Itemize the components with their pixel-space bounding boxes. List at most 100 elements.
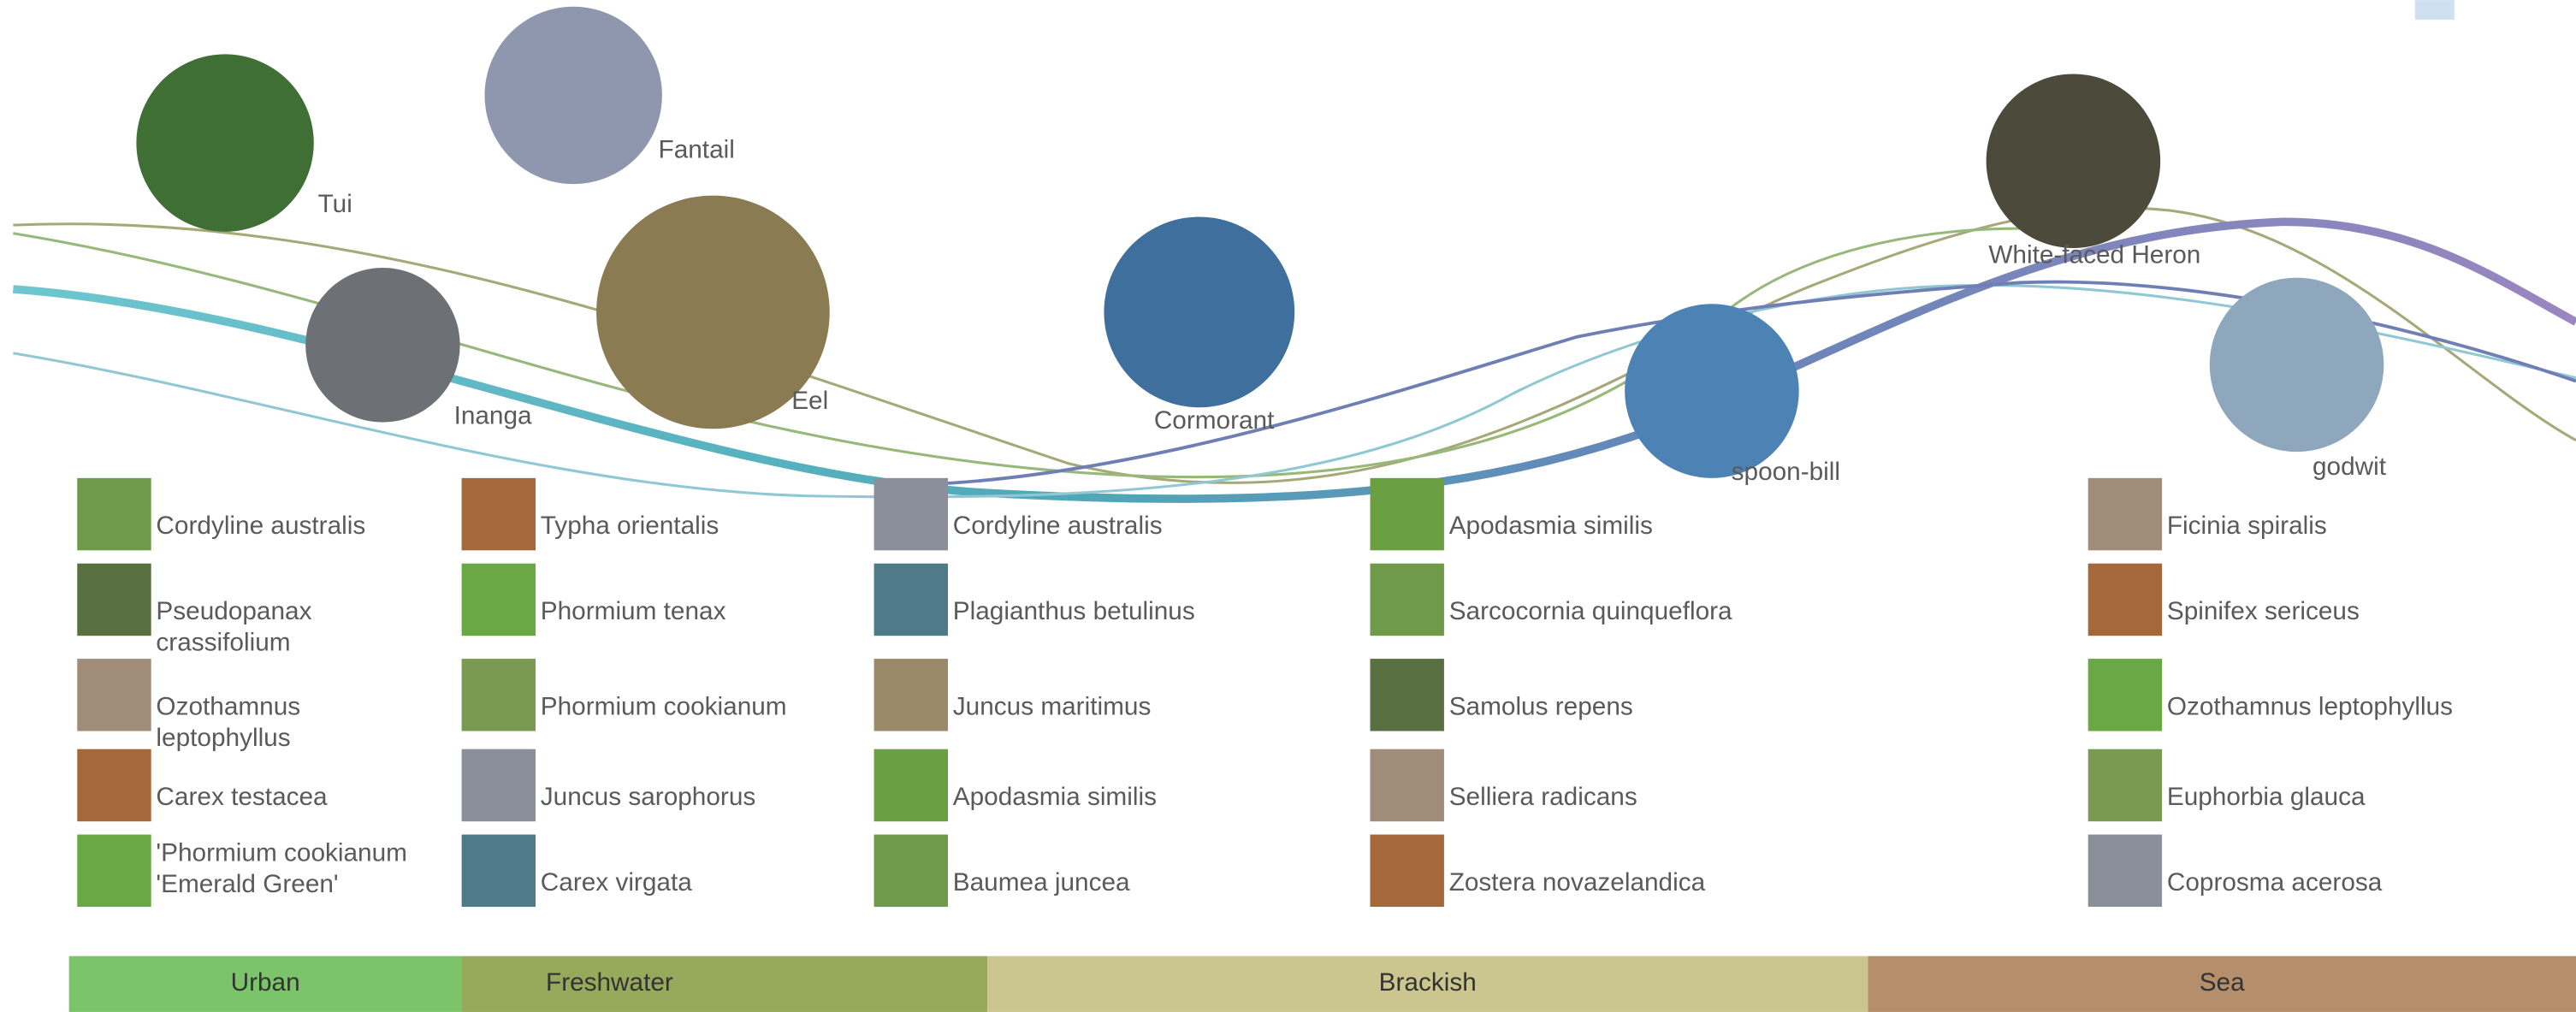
plant-label-box: Zostera novazelandica — [1449, 867, 1778, 939]
plant-label: Selliera radicans — [1449, 782, 1778, 813]
animal-label: godwit — [2312, 453, 2387, 481]
plant-label-box: Phormium cookianum — [541, 691, 869, 763]
plant-label-box: Coprosma acerosa — [2167, 867, 2496, 939]
animal-photo — [136, 54, 313, 231]
animals: Tui Fantail Inanga Eel Cormorant spoon-bill Wh… — [136, 7, 2386, 486]
plant-label-box: Euphorbia glauca — [2167, 782, 2496, 854]
plant-label-box: Typha orientalis — [541, 511, 869, 583]
plant-label-box: Spinifex sericeus — [2167, 596, 2496, 668]
zone-label: Sea — [2200, 968, 2245, 997]
corner-icon — [2415, 0, 2455, 20]
plant-photo — [1371, 478, 1444, 550]
plant-label: Typha orientalis — [541, 511, 869, 542]
animal-label: Fantail — [659, 135, 735, 163]
plant-label: Carex testacea — [156, 782, 418, 813]
plant-label-box: Cordyline australis — [953, 511, 1282, 583]
animal-photo — [305, 268, 460, 423]
plant-photo — [77, 478, 151, 550]
plant-label: Ozothamnus leptophyllus — [156, 691, 418, 754]
animal-photo — [1987, 74, 2161, 248]
plant-label: Pseudopanax crassifolium — [156, 596, 418, 659]
plant-label: Zostera novazelandica — [1449, 867, 1778, 898]
plant-label: Cordyline australis — [156, 511, 418, 542]
plant-label: Baumea juncea — [953, 867, 1282, 898]
plant-label-box: Sarcocornia quinqueflora — [1449, 596, 1778, 668]
animal-photo — [1104, 217, 1294, 408]
plant-photo — [1371, 835, 1444, 907]
plant-photo — [874, 835, 948, 907]
plant-label: Ozothamnus leptophyllus — [2167, 691, 2496, 722]
plant-photo — [874, 564, 948, 636]
plant-photo — [462, 564, 536, 636]
plants: Cordyline australis Pseudopanax crassifol… — [77, 478, 2496, 940]
plant-photo — [1371, 749, 1444, 821]
plant-label-box: Apodasmia similis — [953, 782, 1282, 854]
plant-label-box: Ozothamnus leptophyllus — [156, 691, 484, 763]
plant-photo — [874, 749, 948, 821]
plant-label-box: Samolus repens — [1449, 691, 1778, 763]
plant-label: Sarcocornia quinqueflora — [1449, 596, 1778, 627]
plant-photo — [2088, 749, 2162, 821]
plant-label: Cordyline australis — [953, 511, 1282, 542]
plant-label-box: Pseudopanax crassifolium — [156, 596, 484, 668]
plant-photo — [1371, 659, 1444, 731]
plant-label: Plagianthus betulinus — [953, 596, 1282, 627]
plant-photo — [77, 749, 151, 821]
animal-photo — [484, 7, 661, 184]
plant-label-box: Selliera radicans — [1449, 782, 1778, 854]
plant-label-box: Carex virgata — [541, 867, 869, 939]
zone-label: Brackish — [1379, 968, 1477, 997]
plant-photo — [2088, 564, 2162, 636]
plant-label-box: Juncus maritimus — [953, 691, 1282, 763]
zone-band — [462, 956, 987, 1012]
plant-photo — [462, 835, 536, 907]
animal-label: spoon-bill — [1732, 458, 1840, 486]
plant-photo — [462, 478, 536, 550]
zone-label: Urban — [231, 968, 300, 997]
zone-label: Freshwater — [546, 968, 673, 997]
plant-label: Samolus repens — [1449, 691, 1778, 722]
plant-label: Phormium tenax — [541, 596, 869, 627]
plant-photo — [2088, 478, 2162, 550]
plant-label: Phormium cookianum — [541, 691, 869, 722]
page: Tui Fantail Inanga Eel Cormorant spoon-bill Wh… — [0, 0, 2576, 1012]
plant-label: Juncus sarophorus — [541, 782, 869, 813]
plant-photo — [874, 659, 948, 731]
plant-photo — [77, 659, 151, 731]
plant-label-box: Cordyline australis — [156, 511, 484, 583]
animal-label: Cormorant — [1154, 406, 1275, 435]
plant-label: Juncus maritimus — [953, 691, 1282, 722]
plant-photo — [77, 564, 151, 636]
animal-label: Tui — [318, 190, 352, 218]
animal-label: White-faced Heron — [1988, 240, 2200, 269]
plant-photo — [462, 749, 536, 821]
plant-label-box: Baumea juncea — [953, 867, 1282, 939]
plant-label: Apodasmia similis — [1449, 511, 1778, 542]
plant-label: Spinifex sericeus — [2167, 596, 2496, 627]
plant-photo — [874, 478, 948, 550]
plant-label-box: Ficinia spiralis — [2167, 511, 2496, 583]
zones: Urban Freshwater Brackish Sea — [69, 956, 2576, 1012]
animal-label: Eel — [791, 387, 828, 415]
plant-label-box: Apodasmia similis — [1449, 511, 1778, 583]
plant-label-box: 'Phormium cookianum 'Emerald Green' — [156, 837, 484, 909]
plant-label: Apodasmia similis — [953, 782, 1282, 813]
plant-photo — [77, 835, 151, 907]
animal-photo — [1625, 304, 1799, 478]
plant-label: Carex virgata — [541, 867, 869, 898]
plant-label-box: Ozothamnus leptophyllus — [2167, 691, 2496, 763]
diagram: Tui Fantail Inanga Eel Cormorant spoon-bill Wh… — [0, 0, 2576, 1012]
plant-photo — [462, 659, 536, 731]
plant-label-box: Plagianthus betulinus — [953, 596, 1282, 668]
plant-label-box: Juncus sarophorus — [541, 782, 869, 854]
plant-label: Euphorbia glauca — [2167, 782, 2496, 813]
animal-photo — [2210, 278, 2384, 453]
plant-label-box: Phormium tenax — [541, 596, 869, 668]
plant-label: 'Phormium cookianum 'Emerald Green' — [156, 837, 418, 900]
plant-label: Ficinia spiralis — [2167, 511, 2496, 542]
animal-label: Inanga — [454, 401, 532, 429]
plant-photo — [2088, 659, 2162, 731]
plant-label: Coprosma acerosa — [2167, 867, 2496, 898]
plant-photo — [1371, 564, 1444, 636]
plant-photo — [2088, 835, 2162, 907]
